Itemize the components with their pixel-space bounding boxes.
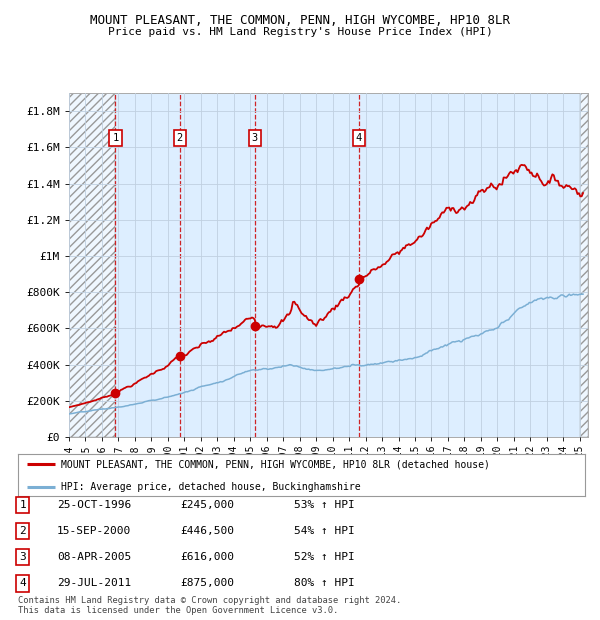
Bar bbox=[69, 93, 115, 437]
Bar bbox=[580, 93, 588, 437]
Text: MOUNT PLEASANT, THE COMMON, PENN, HIGH WYCOMBE, HP10 8LR: MOUNT PLEASANT, THE COMMON, PENN, HIGH W… bbox=[90, 14, 510, 27]
Text: 2: 2 bbox=[176, 133, 182, 143]
Text: Price paid vs. HM Land Registry's House Price Index (HPI): Price paid vs. HM Land Registry's House … bbox=[107, 27, 493, 37]
Text: £245,000: £245,000 bbox=[180, 500, 234, 510]
Text: 3: 3 bbox=[19, 552, 26, 562]
Text: 1: 1 bbox=[112, 133, 119, 143]
Text: 2: 2 bbox=[19, 526, 26, 536]
Bar bbox=[69, 93, 115, 437]
Text: Contains HM Land Registry data © Crown copyright and database right 2024.
This d: Contains HM Land Registry data © Crown c… bbox=[18, 596, 401, 615]
Text: £875,000: £875,000 bbox=[180, 578, 234, 588]
Text: 52% ↑ HPI: 52% ↑ HPI bbox=[294, 552, 355, 562]
Bar bbox=[580, 93, 588, 437]
Text: £446,500: £446,500 bbox=[180, 526, 234, 536]
Text: 4: 4 bbox=[19, 578, 26, 588]
Text: 15-SEP-2000: 15-SEP-2000 bbox=[57, 526, 131, 536]
Text: HPI: Average price, detached house, Buckinghamshire: HPI: Average price, detached house, Buck… bbox=[61, 482, 360, 492]
Text: 29-JUL-2011: 29-JUL-2011 bbox=[57, 578, 131, 588]
Text: 08-APR-2005: 08-APR-2005 bbox=[57, 552, 131, 562]
Text: 80% ↑ HPI: 80% ↑ HPI bbox=[294, 578, 355, 588]
Text: MOUNT PLEASANT, THE COMMON, PENN, HIGH WYCOMBE, HP10 8LR (detached house): MOUNT PLEASANT, THE COMMON, PENN, HIGH W… bbox=[61, 459, 490, 469]
Text: 53% ↑ HPI: 53% ↑ HPI bbox=[294, 500, 355, 510]
Text: £616,000: £616,000 bbox=[180, 552, 234, 562]
Text: 1: 1 bbox=[19, 500, 26, 510]
Text: 4: 4 bbox=[356, 133, 362, 143]
Text: 3: 3 bbox=[251, 133, 258, 143]
Text: 25-OCT-1996: 25-OCT-1996 bbox=[57, 500, 131, 510]
Text: 54% ↑ HPI: 54% ↑ HPI bbox=[294, 526, 355, 536]
